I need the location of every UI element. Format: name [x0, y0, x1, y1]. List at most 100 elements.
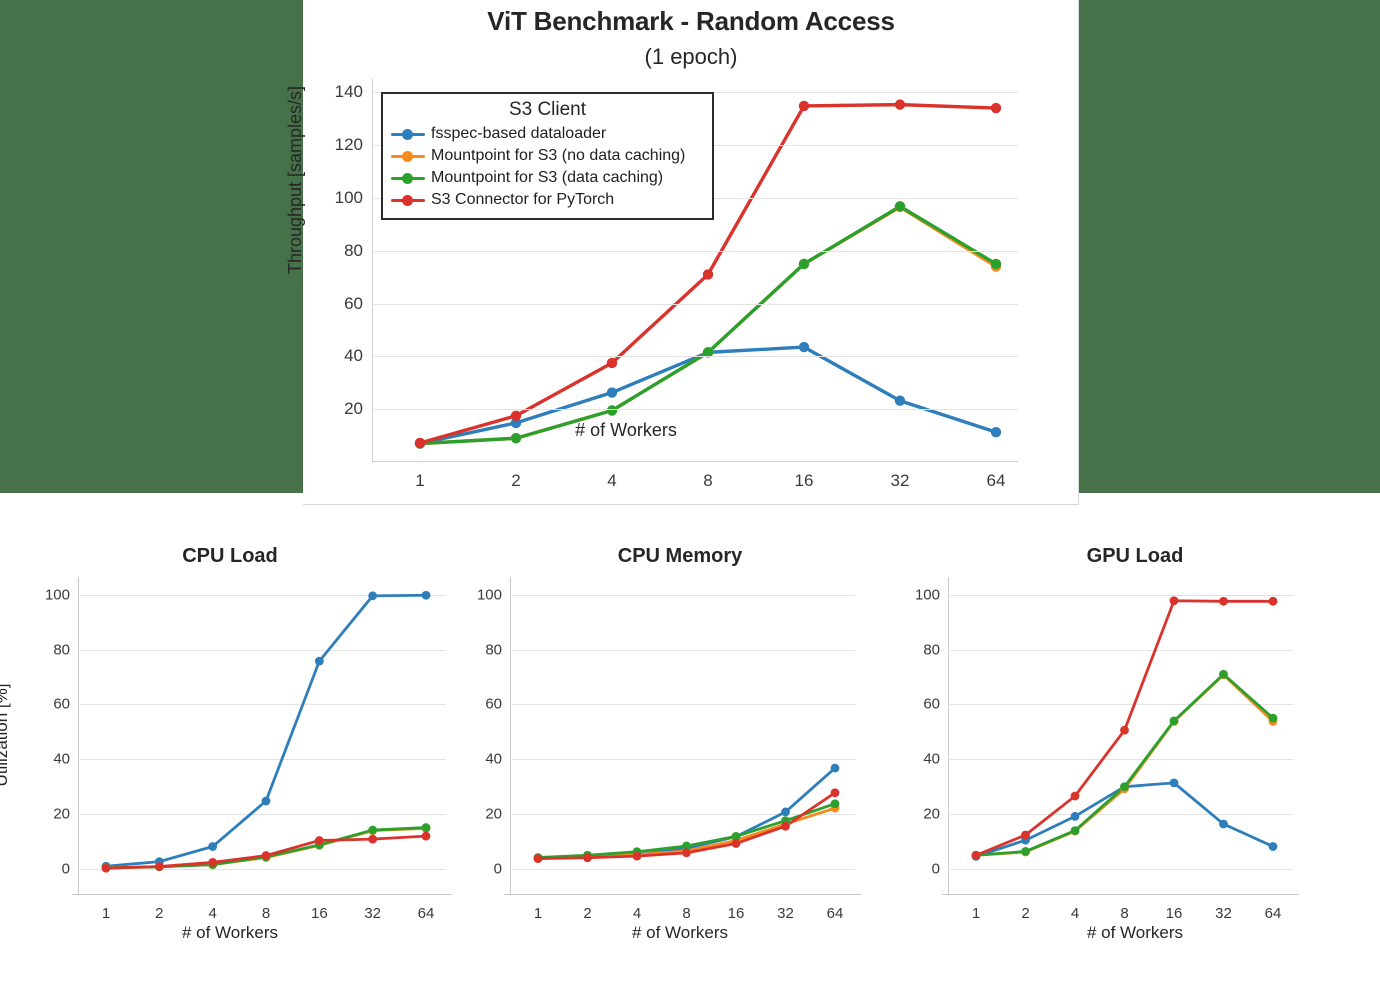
- gridline: [948, 649, 1293, 651]
- data-point: [990, 258, 1002, 270]
- gridline: [78, 759, 446, 761]
- data-point: [781, 807, 790, 817]
- x-axis-tick-label: 2: [583, 905, 592, 922]
- left-background-panel: [0, 0, 303, 493]
- legend-item-label: Mountpoint for S3 (no data caching): [431, 147, 686, 164]
- gpu-load-title: GPU Load: [1086, 545, 1184, 567]
- data-point: [1169, 716, 1179, 726]
- data-point: [798, 258, 810, 270]
- data-point: [894, 395, 906, 406]
- legend-items: fsspec-based dataloader Mountpoint for S3…: [391, 123, 704, 211]
- gridline: [510, 594, 855, 596]
- legend-item[interactable]: S3 Connector for PyTorch: [391, 189, 704, 211]
- data-point: [606, 387, 618, 398]
- x-axis-tick-label: 64: [986, 471, 1006, 490]
- y-axis-tick-label: 100: [334, 187, 363, 207]
- cpu-load-chart-panel: CPU Load Utilization [%] 0 20 40 60 80 100 1 2 4…: [0, 505, 460, 985]
- data-point: [731, 839, 741, 848]
- data-point: [682, 841, 691, 851]
- y-axis-tick-label: 20: [53, 805, 70, 823]
- x-axis-tick-label: 4: [208, 905, 217, 922]
- gridline: [372, 250, 1018, 252]
- y-axis-tick-label: 60: [923, 695, 940, 713]
- cpu-load-x-axis-label: # of Workers: [181, 923, 279, 942]
- series-line: [418, 204, 998, 446]
- y-axis-tick-label: 60: [485, 695, 502, 713]
- legend-title: S3 Client: [508, 99, 587, 120]
- top-band: ViT Benchmark - Random Access (1 epoch) …: [0, 0, 1380, 505]
- cpu-load-y-axis-label: Utilization [%]: [0, 683, 11, 787]
- data-point: [1021, 830, 1030, 840]
- y-axis: [510, 577, 511, 895]
- series-svg: [101, 590, 431, 873]
- x-axis-tick-label: 2: [511, 471, 521, 490]
- legend-item[interactable]: fsspec-based dataloader: [391, 123, 704, 145]
- bottom-charts-band: CPU Load Utilization [%] 0 20 40 60 80 100 1 2 4…: [0, 505, 1380, 985]
- data-point: [1070, 791, 1080, 801]
- data-point: [1120, 725, 1129, 735]
- data-point: [781, 821, 790, 831]
- x-axis-tick-label: 32: [364, 905, 381, 922]
- gridline: [510, 649, 855, 651]
- legend-line-marker-icon: [391, 171, 425, 185]
- x-axis-tick-label: 16: [310, 905, 328, 922]
- y-axis-tick-label: 100: [914, 586, 940, 604]
- cpu-memory-chart-panel: CPU Memory 0 20 40 60 80 100 1 2 4 8 16 32 64 # of W…: [450, 505, 910, 985]
- gridline: [510, 704, 855, 706]
- y-axis-tick-label: 20: [923, 805, 940, 823]
- y-axis-tick-label: 80: [923, 641, 940, 659]
- y-axis-tick-label: 40: [923, 750, 940, 768]
- x-axis-tick-label: 64: [826, 905, 844, 922]
- data-point: [894, 99, 906, 110]
- data-point: [1268, 842, 1278, 851]
- data-point: [1219, 596, 1228, 606]
- x-axis-tick-label: 64: [1264, 905, 1282, 922]
- data-point: [421, 831, 431, 841]
- y-axis-tick-label: 0: [493, 860, 502, 878]
- y-axis-tick-label: 80: [53, 641, 70, 659]
- gridline: [78, 814, 446, 816]
- data-point: [1070, 826, 1080, 835]
- gridline: [78, 649, 446, 651]
- cpu-load-plot-area: 0 20 40 60 80 100 1 2 4 8 16 32 64: [45, 577, 452, 922]
- data-point: [702, 269, 714, 280]
- data-point: [606, 405, 618, 416]
- data-point: [314, 656, 324, 666]
- data-point: [208, 858, 218, 867]
- gridline: [510, 814, 855, 816]
- gridline: [372, 409, 1018, 411]
- y-axis-tick-label: 120: [334, 135, 363, 155]
- legend-item[interactable]: Mountpoint for S3 (no data caching): [391, 145, 704, 167]
- throughput-y-axis: [372, 79, 373, 462]
- gridline: [948, 869, 1293, 870]
- x-axis-tick-label: 1: [971, 905, 981, 922]
- data-point: [632, 851, 642, 861]
- throughput-y-axis-label: Throughput [samples/s]: [285, 85, 305, 275]
- legend-item-label: Mountpoint for S3 (data caching): [431, 169, 664, 186]
- legend-item[interactable]: Mountpoint for S3 (data caching): [391, 167, 704, 189]
- data-point: [702, 347, 714, 358]
- throughput-x-axis: [372, 461, 1018, 462]
- data-point: [1219, 819, 1228, 829]
- data-point: [1169, 778, 1179, 788]
- x-axis-tick-label: 8: [682, 905, 691, 922]
- x-axis-tick-label: 1: [101, 905, 111, 922]
- y-axis-tick-label: 140: [334, 82, 363, 102]
- series-line: [418, 345, 998, 446]
- gridline: [948, 814, 1293, 816]
- x-axis-tick-label: 1: [533, 905, 543, 922]
- x-axis-tick-label: 32: [777, 905, 794, 922]
- gridline: [78, 704, 446, 706]
- throughput-x-axis-label: # of Workers: [575, 420, 677, 440]
- throughput-plot-area: 20 40 60 80 100 120 140 1 2 4 8 16 32 64 S3 Client f…: [335, 79, 1018, 490]
- legend-item-label: fsspec-based dataloader: [431, 125, 607, 142]
- data-point: [990, 426, 1002, 438]
- x-axis: [504, 894, 861, 895]
- x-axis-tick-label: 64: [417, 905, 435, 922]
- series-line: [418, 205, 998, 446]
- data-point: [682, 848, 691, 858]
- y-axis-tick-label: 0: [61, 860, 70, 878]
- gridline: [510, 759, 855, 761]
- data-point: [1120, 782, 1129, 792]
- y-axis-tick-label: 60: [53, 695, 70, 713]
